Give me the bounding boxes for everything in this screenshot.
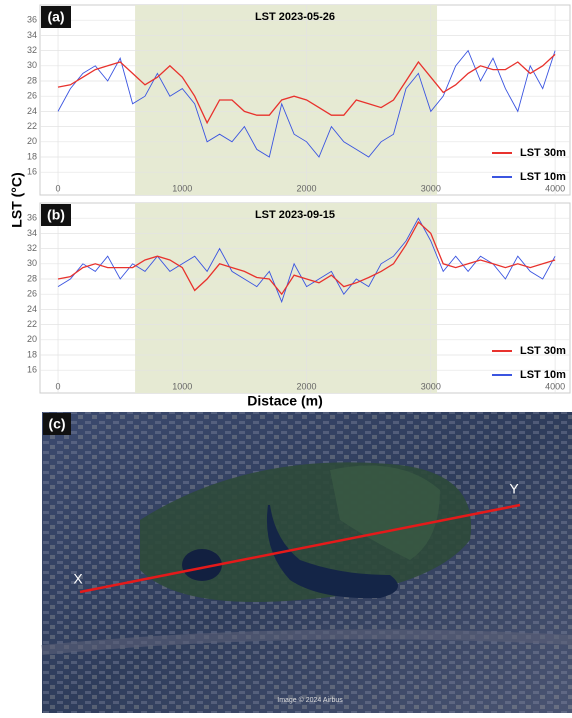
y-tick-label: 18: [27, 349, 37, 359]
x-tick-label: 1000: [172, 381, 192, 391]
credit: Image © 2024 Airbus: [277, 696, 343, 704]
y-tick-label: 22: [27, 121, 37, 131]
y-tick-label: 36: [27, 213, 37, 223]
y-tick-label: 24: [27, 304, 37, 314]
highlight-region: [135, 5, 437, 195]
figure: LST (°C) 16 18 20 22 24 26 28 30 32 34 36 0 1000 2000…: [0, 0, 572, 713]
chart-title: LST 2023-09-15: [255, 209, 335, 221]
y-tick-label: 22: [27, 319, 37, 329]
y-axis-label: LST (°C): [9, 172, 25, 227]
y-tick-label: 16: [27, 167, 37, 177]
chart-title: LST 2023-05-26: [255, 11, 335, 23]
highlight-region: [135, 203, 437, 393]
y-tick-label: 26: [27, 289, 37, 299]
x-axis-label: Distace (m): [247, 393, 322, 409]
legend-label: LST 30m: [520, 147, 566, 159]
x-tick-label: 2000: [297, 183, 317, 193]
legend-label: LST 10m: [520, 171, 566, 183]
x-tick-label: 0: [56, 183, 61, 193]
y-tick-label: 18: [27, 151, 37, 161]
y-tick-label: 20: [27, 136, 37, 146]
legend-label: LST 30m: [520, 345, 566, 357]
panel-label: (a): [47, 9, 64, 25]
y-tick-label: 28: [27, 273, 37, 283]
x-tick-label: 4000: [545, 183, 565, 193]
satellite-image: X Y Image © 2024 Airbus (c): [42, 412, 572, 713]
y-tick-label: 28: [27, 75, 37, 85]
y-tick-label: 30: [27, 258, 37, 268]
y-tick-label: 20: [27, 334, 37, 344]
x-tick-label: 4000: [545, 381, 565, 391]
panel-label: (c): [48, 416, 65, 432]
x-tick-label: 2000: [297, 381, 317, 391]
point-label: X: [73, 571, 83, 587]
y-tick-label: 32: [27, 45, 37, 55]
point-label: Y: [509, 481, 519, 497]
legend-label: LST 10m: [520, 369, 566, 381]
y-tick-label: 16: [27, 365, 37, 375]
page: LST (°C) 16 18 20 22 24 26 28 30 32 34 36 0 1000 2000…: [0, 0, 572, 718]
y-tick-label: 36: [27, 15, 37, 25]
y-tick-label: 34: [27, 30, 37, 40]
x-tick-label: 3000: [421, 381, 441, 391]
x-tick-label: 3000: [421, 183, 441, 193]
x-tick-label: 0: [56, 381, 61, 391]
y-tick-label: 30: [27, 60, 37, 70]
panel-label: (b): [47, 207, 65, 223]
y-tick-label: 24: [27, 106, 37, 116]
y-tick-label: 34: [27, 228, 37, 238]
y-tick-label: 32: [27, 243, 37, 253]
x-tick-label: 1000: [172, 183, 192, 193]
y-tick-label: 26: [27, 91, 37, 101]
